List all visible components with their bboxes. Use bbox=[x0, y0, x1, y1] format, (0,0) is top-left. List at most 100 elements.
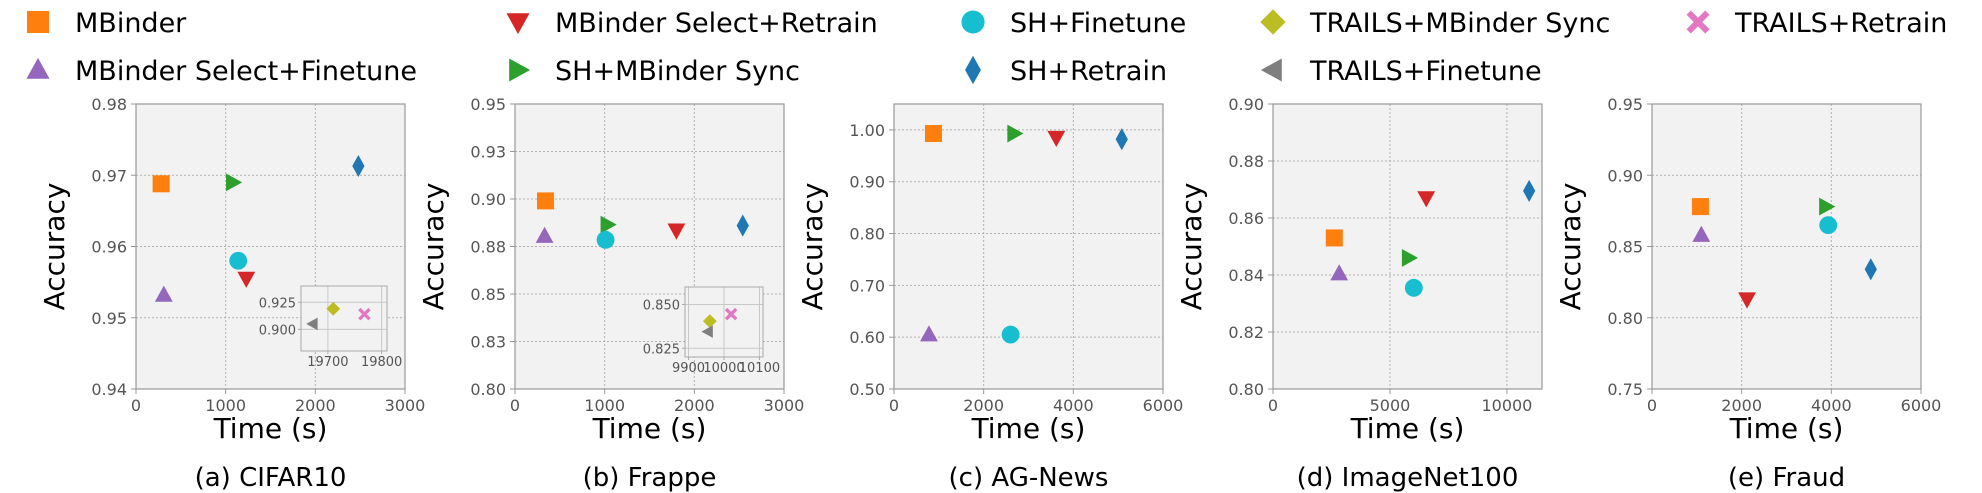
y-tick-label: 0.88 bbox=[470, 238, 506, 257]
point-mbinder-select-finetune bbox=[920, 325, 938, 342]
point-sh-finetune bbox=[596, 230, 615, 249]
y-tick-label: 0.90 bbox=[470, 190, 506, 209]
point-sh-finetune bbox=[229, 251, 248, 270]
x-tick-label: 2000 bbox=[674, 396, 715, 415]
data-points bbox=[152, 154, 365, 302]
grid bbox=[1273, 104, 1542, 389]
y-tick-label: 0.70 bbox=[849, 276, 885, 295]
point-mbinder-select-finetune bbox=[1330, 264, 1349, 281]
point-sh-finetune bbox=[1404, 278, 1423, 297]
legend-label-sh-mbinder-sync: SH+MBinder Sync bbox=[555, 56, 800, 87]
point-mbinder-select-retrain bbox=[1047, 130, 1066, 148]
data-points bbox=[1325, 179, 1536, 297]
y-tick-label: 0.96 bbox=[91, 238, 127, 257]
x-tick-label: 2000 bbox=[1721, 396, 1762, 415]
inset-x-tick-label: 9900 bbox=[672, 361, 705, 376]
legend-entry-sh-finetune: SH+Finetune bbox=[961, 8, 1186, 39]
point-mbinder-select-retrain bbox=[1738, 292, 1756, 309]
panel-caption: (e) Fraud bbox=[1728, 463, 1845, 493]
y-axis-label: Accuracy bbox=[38, 183, 71, 311]
x-tick-label: 5000 bbox=[1370, 396, 1411, 415]
inset-point-trails-mbinder-sync bbox=[326, 301, 341, 316]
x-tick-label: 1000 bbox=[584, 396, 625, 415]
y-tick-label: 0.88 bbox=[1228, 152, 1264, 171]
inset-x-tick-label: 19800 bbox=[361, 355, 402, 370]
inset-y-tick-label: 0.850 bbox=[643, 299, 680, 314]
point-mbinder bbox=[1325, 229, 1343, 247]
legend-label-mbinder-select-finetune: MBinder Select+Finetune bbox=[75, 56, 417, 87]
legend-label-mbinder-select-retrain: MBinder Select+Retrain bbox=[555, 8, 878, 39]
inset-x-tick-label: 10100 bbox=[739, 361, 780, 376]
x-tick-label: 0 bbox=[1647, 396, 1657, 415]
legend-entry-trails-retrain: TRAILS+Retrain bbox=[1686, 8, 1947, 39]
x-tick-label: 4000 bbox=[1053, 396, 1094, 415]
point-mbinder-select-finetune bbox=[535, 226, 554, 243]
legend-marker-trails-finetune bbox=[1260, 58, 1282, 82]
legend-label-trails-retrain: TRAILS+Retrain bbox=[1734, 8, 1947, 39]
point-sh-mbinder-sync bbox=[600, 215, 617, 234]
legend-entry-mbinder: MBinder bbox=[27, 8, 187, 39]
inset-y-tick-label: 0.900 bbox=[259, 323, 296, 338]
y-tick-label: 0.95 bbox=[91, 309, 127, 328]
inset-plot-area bbox=[301, 286, 387, 351]
y-tick-label: 0.50 bbox=[849, 380, 885, 399]
legend-marker-mbinder-select-retrain bbox=[506, 13, 530, 35]
y-tick-label: 0.93 bbox=[470, 143, 506, 162]
legend-label-sh-retrain: SH+Retrain bbox=[1010, 56, 1167, 87]
point-sh-retrain bbox=[352, 154, 365, 178]
point-sh-retrain bbox=[1115, 128, 1128, 151]
point-sh-finetune bbox=[1001, 325, 1020, 344]
legend-entry-mbinder-select-retrain: MBinder Select+Retrain bbox=[506, 8, 878, 39]
legend-marker-mbinder-select-finetune bbox=[26, 57, 50, 79]
x-tick-label: 3000 bbox=[764, 396, 805, 415]
legend-marker-sh-retrain bbox=[965, 55, 981, 85]
y-tick-label: 1.00 bbox=[849, 121, 885, 140]
point-sh-mbinder-sync bbox=[226, 173, 243, 192]
point-sh-mbinder-sync bbox=[1401, 248, 1419, 267]
y-tick-label: 0.98 bbox=[91, 95, 127, 114]
y-tick-label: 0.94 bbox=[91, 380, 127, 399]
point-sh-retrain bbox=[1864, 258, 1877, 281]
y-tick-label: 0.84 bbox=[1228, 266, 1264, 285]
plot-area bbox=[1273, 104, 1542, 389]
y-tick-label: 0.75 bbox=[1607, 380, 1643, 399]
inset-point-trails-retrain bbox=[724, 307, 738, 321]
panel-caption: (a) CIFAR10 bbox=[195, 463, 347, 493]
panel-a-cifar10: 0 1000 2000 3000 0.94 0.95 0.96 0.97 0.98 Time (s… bbox=[38, 95, 425, 493]
y-axis-label: Accuracy bbox=[796, 183, 829, 311]
x-tick-label: 10000 bbox=[1481, 396, 1532, 415]
legend-entry-mbinder-select-finetune: MBinder Select+Finetune bbox=[26, 56, 417, 87]
axes-frame bbox=[1272, 103, 1543, 390]
y-tick-label: 0.80 bbox=[849, 225, 885, 244]
y-tick-label: 0.60 bbox=[849, 328, 885, 347]
y-axis-label: Accuracy bbox=[417, 183, 450, 311]
x-tick-label: 0 bbox=[889, 396, 899, 415]
panel-c-ag-news: 0 2000 4000 6000 0.50 0.60 0.70 0.80 0.90 1.00 Tim… bbox=[796, 103, 1184, 493]
legend-label-mbinder: MBinder bbox=[75, 8, 187, 39]
x-axis-label: Time (s) bbox=[1350, 412, 1465, 445]
legend-label-trails-finetune: TRAILS+Finetune bbox=[1309, 56, 1542, 87]
legend-entry-sh-mbinder-sync: SH+MBinder Sync bbox=[509, 56, 800, 87]
x-tick-label: 3000 bbox=[385, 396, 426, 415]
point-sh-finetune bbox=[1819, 216, 1838, 235]
y-tick-label: 0.83 bbox=[470, 333, 506, 352]
inset-x-tick-label: 10000 bbox=[703, 361, 744, 376]
inset-point-trails-finetune bbox=[701, 325, 713, 338]
inset-x-tick-label: 19700 bbox=[307, 355, 348, 370]
y-axis-label: Accuracy bbox=[1554, 183, 1587, 311]
point-mbinder-select-finetune bbox=[1692, 225, 1711, 242]
panel-b-frappe: 0 1000 2000 3000 0.80 0.83 0.85 0.88 0.90 0.93 0.9… bbox=[417, 95, 804, 493]
x-tick-label: 1000 bbox=[205, 396, 246, 415]
y-tick-label: 0.86 bbox=[1228, 209, 1264, 228]
inset-point-trails-retrain bbox=[358, 307, 371, 321]
data-points bbox=[920, 124, 1128, 344]
y-tick-label: 0.80 bbox=[470, 380, 506, 399]
y-tick-label: 0.82 bbox=[1228, 323, 1264, 342]
x-tick-label: 6000 bbox=[1143, 396, 1184, 415]
x-tick-label: 2000 bbox=[295, 396, 336, 415]
inset-point-trails-finetune bbox=[306, 317, 318, 331]
y-tick-label: 0.90 bbox=[1607, 166, 1643, 185]
inset-point-trails-mbinder-sync bbox=[702, 314, 717, 329]
y-axis-label: Accuracy bbox=[1175, 183, 1208, 311]
legend-marker-mbinder bbox=[27, 11, 49, 33]
